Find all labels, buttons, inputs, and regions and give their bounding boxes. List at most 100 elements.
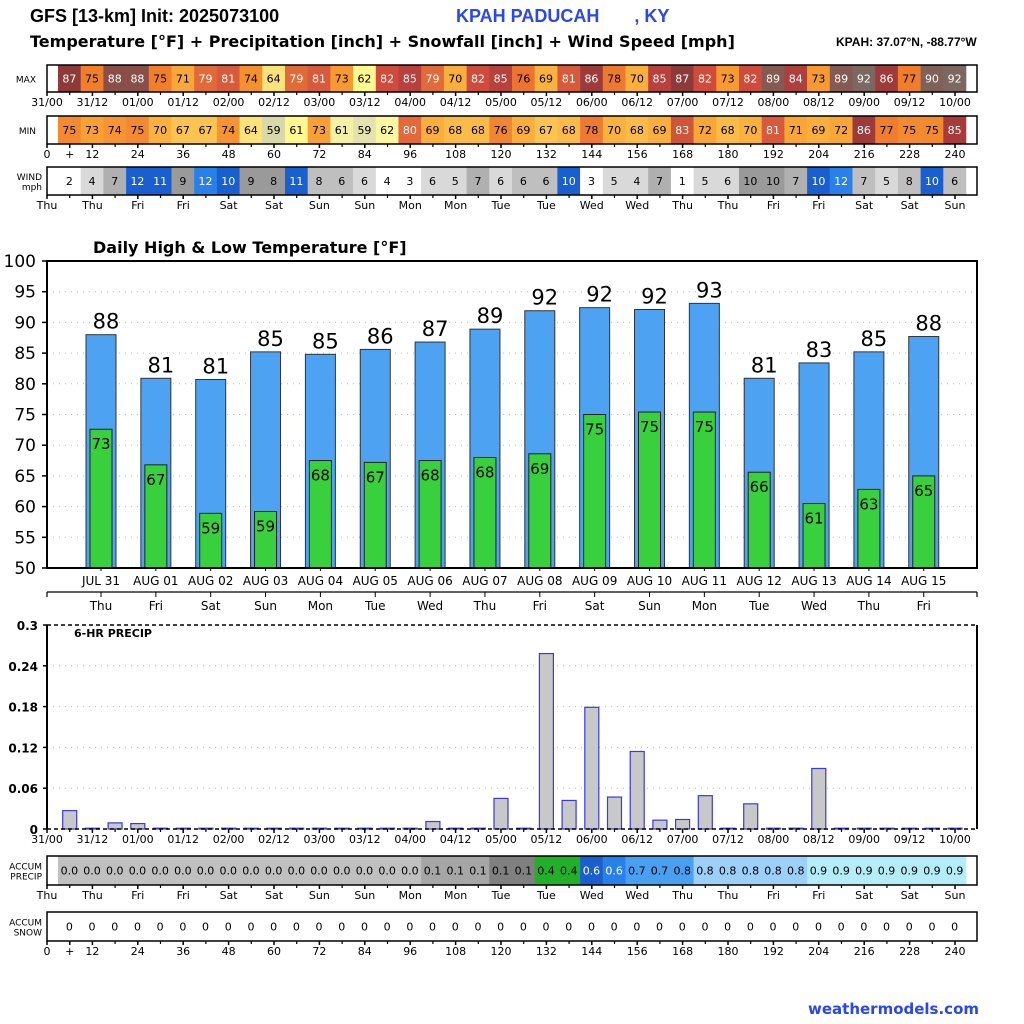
max-value: 82 xyxy=(380,73,394,86)
max-tick-label: 31/12 xyxy=(77,96,109,109)
accum_precip-value: 0.8 xyxy=(764,865,782,878)
wind-value: 5 xyxy=(452,175,459,188)
accum_snow-value: 0 xyxy=(543,921,550,934)
max-value: 81 xyxy=(562,73,576,86)
accum_snow-tick-label: 12 xyxy=(85,945,99,958)
accum_snow-value: 0 xyxy=(293,921,300,934)
accum_precip-value: 0.8 xyxy=(696,865,714,878)
precip-bar xyxy=(584,706,600,830)
min-cell xyxy=(307,116,331,144)
accum_snow-value: 0 xyxy=(157,921,164,934)
min-cell xyxy=(761,116,785,144)
max-cell xyxy=(330,65,354,92)
max-cell xyxy=(58,65,81,92)
min-tick-label: 120 xyxy=(491,148,512,161)
min-value: 64 xyxy=(244,124,258,137)
max-value: 70 xyxy=(630,73,644,86)
min-tick-label: 36 xyxy=(176,148,190,161)
max-cell xyxy=(534,65,558,92)
max-tick-label: 01/12 xyxy=(167,96,199,109)
accum_snow-tick-label: 60 xyxy=(267,945,281,958)
max-cell xyxy=(466,65,490,92)
accum_precip-cell xyxy=(307,856,331,885)
precip-y-tick-label: 0.06 xyxy=(8,782,38,796)
max-value: 85 xyxy=(653,73,667,86)
wind-cell xyxy=(897,167,921,195)
max-value: 73 xyxy=(721,73,735,86)
accum_precip-tick-label: Sun xyxy=(354,889,375,902)
min-cell xyxy=(648,116,672,144)
accum_snow-tick-label: 120 xyxy=(491,945,512,958)
accum_precip-tick-label: Fri xyxy=(812,889,825,902)
accum_snow-value: 0 xyxy=(225,921,232,934)
wind-value: 8 xyxy=(906,175,913,188)
temperature-weekday-label: Fri xyxy=(917,599,931,613)
accum_snow-tick-label: 132 xyxy=(536,945,557,958)
accum_snow-value: 0 xyxy=(270,921,277,934)
accum_precip-value: 0.0 xyxy=(151,865,169,878)
wind-value: 12 xyxy=(834,175,848,188)
min-value: 69 xyxy=(653,124,667,137)
high-temp-label: 86 xyxy=(367,324,394,348)
wind-value: 10 xyxy=(743,175,757,188)
accum_snow-value: 0 xyxy=(565,921,572,934)
min-value: 75 xyxy=(902,124,916,137)
wind-value: 6 xyxy=(724,175,731,188)
min-cell xyxy=(285,116,308,144)
precip-bar xyxy=(743,803,759,830)
wind-cell xyxy=(716,167,740,195)
max-value: 89 xyxy=(766,73,780,86)
wind-label-line1: WIND xyxy=(17,173,42,183)
max-cell xyxy=(920,65,944,92)
accum_snow-tick-label: 0 xyxy=(44,945,51,958)
min-value: 59 xyxy=(357,124,371,137)
wind-cell xyxy=(580,167,604,195)
accum_precip-cell xyxy=(739,856,762,885)
accum_precip-tick-label: Sun xyxy=(309,889,330,902)
low-temp-label: 73 xyxy=(91,435,110,453)
min-cell xyxy=(171,116,195,144)
accum_precip-cell xyxy=(398,856,422,885)
accum_precip-tick-label: Thu xyxy=(671,889,693,902)
min-tick-label: + xyxy=(65,148,74,161)
precip-x-tick-label: 04/12 xyxy=(440,833,472,846)
accum_precip-tick-label: Fri xyxy=(177,889,190,902)
brand-link[interactable]: weathermodels.com xyxy=(808,1000,980,1018)
precip-x-tick-label: 07/12 xyxy=(712,833,744,846)
precip-bar xyxy=(697,795,713,830)
accum_precip-value: 0.8 xyxy=(719,865,737,878)
max-cell xyxy=(398,65,422,92)
low-temp-label: 68 xyxy=(421,467,440,485)
max-value: 70 xyxy=(448,73,462,86)
accum_precip-cell xyxy=(897,856,921,885)
wind-label-line2: mph xyxy=(22,183,42,193)
precip-bar xyxy=(561,799,577,830)
high-temp-label: 85 xyxy=(312,329,339,353)
wind-value: 4 xyxy=(89,175,96,188)
min-value: 75 xyxy=(925,124,939,137)
precip-x-tick-label: 08/00 xyxy=(758,833,790,846)
accum_precip-cell xyxy=(330,856,354,885)
min-value: 67 xyxy=(199,124,213,137)
max-tick-label: 07/12 xyxy=(712,96,744,109)
min-value: 72 xyxy=(834,124,848,137)
max-value: 89 xyxy=(834,73,848,86)
max-cell xyxy=(875,65,899,92)
min-cell xyxy=(580,116,604,144)
high-temp-label: 83 xyxy=(806,338,833,362)
accum_precip-value: 0.7 xyxy=(651,865,669,878)
temperature-weekday-label: Wed xyxy=(417,599,443,613)
wind-value: 12 xyxy=(199,175,213,188)
accum_precip-value: 0.0 xyxy=(83,865,101,878)
accum_precip-value: 0.0 xyxy=(356,865,374,878)
min-tick-label: 48 xyxy=(222,148,236,161)
accum_snow-value: 0 xyxy=(838,921,845,934)
wind-value: 10 xyxy=(562,175,576,188)
wind-value: 3 xyxy=(406,175,413,188)
max-tick-label: 03/00 xyxy=(304,96,336,109)
accum_precip-cell xyxy=(262,856,286,885)
min-value: 77 xyxy=(880,124,894,137)
max-tick-label: 01/00 xyxy=(122,96,154,109)
max-value: 79 xyxy=(199,73,213,86)
min-cell xyxy=(80,116,104,144)
